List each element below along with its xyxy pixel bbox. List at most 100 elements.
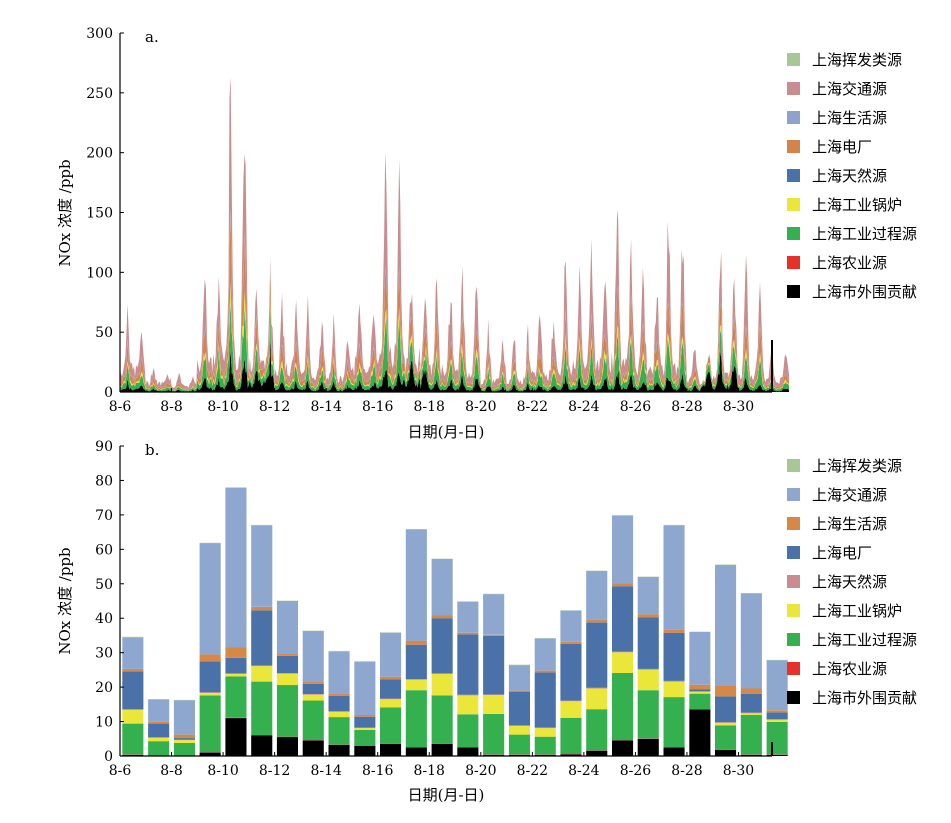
x-tick-label: 8-10 <box>207 763 238 779</box>
bar-segment-7 <box>767 660 788 710</box>
bar-segment-2 <box>689 694 710 710</box>
bar-segment-3 <box>380 699 401 707</box>
bar-segment-6 <box>277 653 298 655</box>
bar-segment-7 <box>380 633 401 677</box>
area-layer-power-plant <box>120 214 789 390</box>
legend-label: 上海工业锅炉 <box>812 602 902 620</box>
bar-segment-6 <box>612 583 633 586</box>
x-tick-label: 8-20 <box>465 763 496 779</box>
bar-segment-6 <box>432 616 453 619</box>
y-tick-label: 50 <box>95 325 113 341</box>
bar-segment-4 <box>406 679 427 680</box>
bar-segment-5 <box>457 634 478 694</box>
x-tick-label: 8-22 <box>517 399 548 415</box>
bar-segment-4 <box>689 691 710 692</box>
bar-segment-5 <box>715 696 736 722</box>
legend-swatch <box>787 575 800 588</box>
bar-segment-7 <box>122 637 143 669</box>
legend-swatch <box>787 82 800 95</box>
panel-a-legend: 上海挥发类源上海交通源上海生活源上海电厂上海天然源上海工业锅炉上海工业过程源上海… <box>787 51 917 301</box>
bar-segment-7 <box>741 593 762 688</box>
bar-segment-4 <box>303 694 324 695</box>
bar-segment-0 <box>303 741 324 757</box>
bar-segment-2 <box>715 725 736 749</box>
bar-segment-0 <box>277 737 298 756</box>
bar-segment-3 <box>277 674 298 685</box>
bar-segment-6 <box>586 620 607 622</box>
bar-segment-5 <box>509 692 530 725</box>
bar-segment-0 <box>432 744 453 756</box>
y-tick-label: 10 <box>95 715 113 731</box>
bar-segment-5 <box>741 694 762 713</box>
bar-segment-3 <box>586 689 607 710</box>
y-tick-label: 150 <box>86 206 113 222</box>
legend-swatch <box>787 53 800 66</box>
bar-segment-0 <box>586 751 607 756</box>
bar-segment-5 <box>689 690 710 692</box>
x-tick-label: 8-8 <box>160 763 183 779</box>
bar-segment-3 <box>174 740 195 743</box>
bar-segment-7 <box>715 565 736 686</box>
bar-segment-3 <box>664 682 685 698</box>
bar-segment-4 <box>483 694 504 695</box>
legend-swatch <box>787 227 800 240</box>
legend-swatch <box>787 488 800 501</box>
legend-label: 上海工业锅炉 <box>812 196 902 214</box>
x-tick-label: 8-26 <box>620 399 652 415</box>
x-tick-label: 8-10 <box>207 399 238 415</box>
x-tick-label: 8-6 <box>109 763 132 779</box>
bar-segment-2 <box>200 695 221 752</box>
panel-b-label: b. <box>145 441 159 459</box>
bar-segment-2 <box>174 743 195 755</box>
y-tick-label: 50 <box>95 577 113 593</box>
bar-segment-6 <box>715 685 736 696</box>
bar-segment-2 <box>225 676 246 717</box>
bar-segment-6 <box>689 685 710 690</box>
bar-segment-0 <box>251 735 272 756</box>
bar-segment-3 <box>689 692 710 694</box>
bar-segment-0 <box>380 744 401 756</box>
bar-segment-4 <box>715 722 736 723</box>
bar-segment-2 <box>612 673 633 740</box>
bar-segment-3 <box>122 710 143 724</box>
legend-label: 上海电厂 <box>812 138 872 156</box>
x-tick-label: 8-16 <box>362 763 394 779</box>
bar-segment-3 <box>329 712 350 717</box>
bar-segment-3 <box>560 701 581 718</box>
bar-segment-7 <box>251 525 272 607</box>
legend-label: 上海挥发类源 <box>812 457 902 475</box>
bar-segment-7 <box>586 571 607 620</box>
bar-segment-6 <box>251 607 272 610</box>
x-tick-label: 8-28 <box>671 763 702 779</box>
bar-segment-3 <box>148 738 169 741</box>
bar-segment-3 <box>638 670 659 691</box>
bar-segment-5 <box>122 671 143 709</box>
bar-segment-4 <box>277 673 298 674</box>
legend-swatch <box>787 604 800 617</box>
bar-segment-4 <box>664 681 685 682</box>
legend-swatch <box>787 517 800 530</box>
legend-label: 上海农业源 <box>812 254 887 272</box>
bar-segment-5 <box>767 712 788 719</box>
y-tick-label: 200 <box>86 146 113 162</box>
bar-segment-2 <box>664 697 685 747</box>
bar-segment-5 <box>638 617 659 669</box>
bar-segment-0 <box>664 747 685 756</box>
x-tick-label: 8-22 <box>517 763 548 779</box>
bar-segment-0 <box>329 745 350 756</box>
bar-segment-2 <box>380 707 401 743</box>
legend-label: 上海市外围贡献 <box>812 689 917 707</box>
bar-segment-4 <box>767 719 788 720</box>
bar-segment-2 <box>638 690 659 738</box>
x-tick-label: 8-24 <box>568 763 600 779</box>
x-tick-label: 8-18 <box>414 763 445 779</box>
bar-segment-7 <box>638 577 659 615</box>
panel-a-plot-area <box>120 77 789 392</box>
panel-b-y-axis-title: NOx 浓度 /ppb <box>56 547 74 654</box>
bar-segment-5 <box>303 684 324 694</box>
x-tick-label: 8-14 <box>310 763 342 779</box>
y-tick-label: 20 <box>95 680 113 696</box>
bar-segment-2 <box>148 741 169 755</box>
